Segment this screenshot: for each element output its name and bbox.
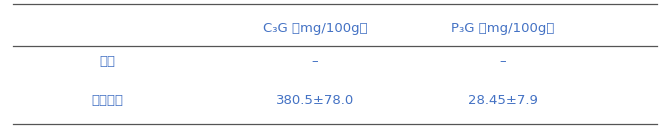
- Text: C₃G （mg/100g）: C₃G （mg/100g）: [263, 22, 367, 35]
- Text: P₃G （mg/100g）: P₃G （mg/100g）: [451, 22, 554, 35]
- Text: 동안: 동안: [99, 55, 115, 68]
- Text: –: –: [499, 55, 506, 68]
- Text: –: –: [312, 55, 318, 68]
- Text: 28.45±7.9: 28.45±7.9: [468, 94, 537, 107]
- Text: 토코홍미: 토코홍미: [91, 94, 123, 107]
- Text: 380.5±78.0: 380.5±78.0: [276, 94, 354, 107]
